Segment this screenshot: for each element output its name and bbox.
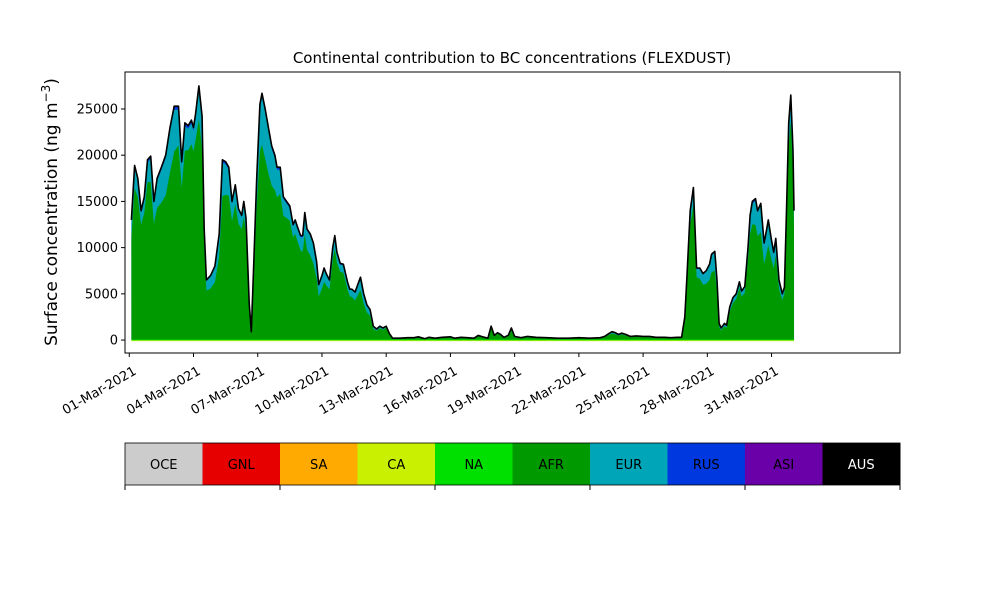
legend-label-aus: AUS: [848, 458, 875, 473]
legend-swatch-gnl: [202, 443, 281, 485]
y-axis-label: Surface concentration (ng m−3): [39, 78, 62, 346]
y-axis-label-text: Surface concentration (ng m: [42, 102, 62, 345]
series-line-total: [130, 85, 795, 340]
legend-swatch-asi: [745, 443, 823, 485]
legend-swatch-ca: [357, 443, 436, 485]
area-afr: [131, 119, 795, 341]
legend-swatch-sa: [280, 443, 358, 485]
plot-area: [130, 85, 795, 342]
area-na: [131, 339, 795, 341]
legend-colorbar: OCE GNL SA CA NA AFR EUR RUS ASI AUS: [124, 442, 901, 490]
legend-label-asi: ASI: [773, 458, 794, 473]
legend-label-oce: OCE: [150, 458, 178, 473]
y-axis-label-close: ): [42, 78, 62, 85]
legend-label-rus: RUS: [693, 458, 720, 473]
y-tick-label: 15000: [77, 195, 118, 210]
legend-swatch-rus: [667, 443, 746, 485]
plot-frame: [124, 71, 901, 354]
y-tick-label: 25000: [77, 102, 118, 117]
y-tick-label: 0: [110, 334, 118, 349]
legend-label-eur: EUR: [615, 458, 642, 473]
chart-title: Continental contribution to BC concentra…: [293, 49, 731, 67]
legend-label-gnl: GNL: [228, 458, 256, 473]
x-axis: 01-Mar-202104-Mar-202107-Mar-202110-Mar-…: [60, 353, 781, 418]
legend-swatch-afr: [512, 443, 591, 485]
area-ca: [131, 340, 795, 342]
y-tick-label: 20000: [77, 149, 118, 164]
legend-label-sa: SA: [310, 458, 327, 473]
y-axis-label-superscript: −3: [39, 85, 53, 103]
legend-swatch-oce: [125, 443, 203, 485]
legend-label-ca: CA: [387, 458, 405, 473]
y-axis: 0 5000 10000 15000 20000 25000: [77, 102, 125, 349]
legend-swatch-na: [435, 443, 513, 485]
legend-frame: [124, 442, 901, 486]
y-tick-label: 10000: [77, 241, 118, 256]
legend-swatch-eur: [590, 443, 668, 485]
y-tick-label: 5000: [85, 287, 118, 302]
legend-swatch-aus: [822, 443, 901, 485]
legend-label-na: NA: [464, 458, 483, 473]
legend-label-afr: AFR: [539, 458, 564, 473]
